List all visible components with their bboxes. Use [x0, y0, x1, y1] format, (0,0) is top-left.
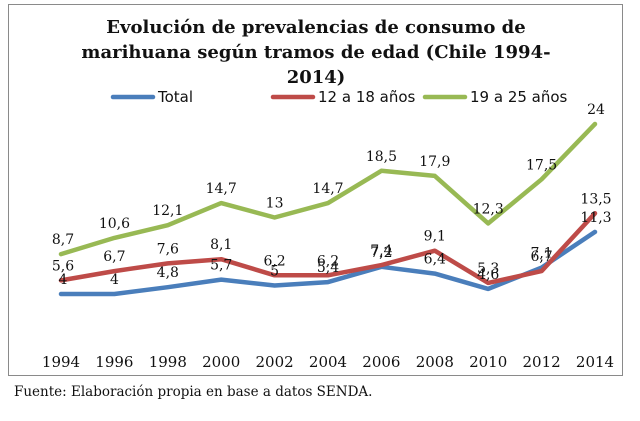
chart-legend: Total 12 a 18 años 19 a 25 años: [110, 88, 568, 106]
data-label: 8,7: [52, 232, 74, 248]
data-label: 12,1: [152, 203, 183, 219]
data-label: 12,3: [473, 201, 504, 217]
x-tick-label: 2004: [309, 353, 347, 371]
data-label: 6,7: [530, 249, 552, 265]
data-label: 11,3: [580, 210, 611, 226]
data-label: 7,6: [157, 241, 179, 257]
data-label: 5,3: [477, 261, 499, 277]
data-label: 4: [59, 272, 68, 288]
data-label: 5,4: [317, 260, 339, 276]
data-label: 6,2: [317, 253, 339, 269]
series-line: [58, 229, 598, 297]
data-label: 5,7: [210, 258, 232, 274]
data-label: 10,6: [99, 216, 130, 232]
data-label: 13: [266, 196, 284, 212]
data-label: 18,5: [366, 149, 397, 165]
plot-area: [58, 121, 598, 297]
data-label: 7,1: [530, 246, 552, 262]
chart-title: Evolución de prevalencias de consumo de m…: [81, 17, 550, 88]
chart-title-line: marihuana según tramos de edad (Chile 19…: [81, 42, 550, 63]
data-label: 14,7: [206, 181, 237, 197]
data-label: 4: [110, 272, 119, 288]
data-label: 6,4: [424, 252, 446, 268]
x-axis-ticks: 1994 1996 1998 2000 2002 2004 2006 2008 2010 2012…: [42, 353, 614, 371]
x-tick-label: 2002: [256, 353, 294, 371]
x-tick-label: 2008: [416, 353, 454, 371]
data-label: 4,6: [477, 267, 499, 283]
chart-title-line: Evolución de prevalencias de consumo de: [106, 17, 525, 38]
x-tick-label: 1994: [42, 353, 80, 371]
data-label: 6,2: [263, 253, 285, 269]
data-label: 17,5: [526, 157, 557, 173]
data-label: 7,4: [370, 243, 392, 259]
x-tick-label: 2010: [469, 353, 507, 371]
data-label: 17,9: [419, 154, 450, 170]
data-label: 5: [270, 264, 279, 280]
series-line: [58, 121, 598, 257]
chart-title-line: 2014): [287, 67, 346, 88]
legend-label: 12 a 18 años: [318, 88, 416, 106]
data-label: 9,1: [424, 229, 446, 245]
source-note: Fuente: Elaboración propia en base a dat…: [14, 384, 373, 400]
data-label: 4,8: [157, 265, 179, 281]
data-label: 5,6: [52, 258, 74, 274]
x-tick-label: 2006: [362, 353, 400, 371]
data-label: 7,2: [370, 245, 392, 261]
x-tick-label: 2014: [576, 353, 614, 371]
legend-label: 19 a 25 años: [470, 88, 568, 106]
x-tick-label: 2000: [202, 353, 240, 371]
series-line: [58, 211, 598, 286]
x-tick-label: 1996: [95, 353, 133, 371]
chart-frame: Evolución de prevalencias de consumo de m…: [8, 4, 623, 376]
x-tick-label: 1998: [149, 353, 187, 371]
data-label: 24: [587, 102, 605, 118]
data-label: 8,1: [210, 237, 232, 253]
data-labels: 4 4 4,8 5,7 5 5,4 7,2 6,4 4,6 7,1 11,3 5,6 6,7 7,6 8,1…: [52, 102, 612, 288]
legend-label: Total: [157, 88, 193, 106]
line-chart: Evolución de prevalencias de consumo de m…: [42, 17, 614, 371]
data-label: 6,7: [103, 249, 125, 265]
data-label: 13,5: [580, 191, 611, 207]
data-label: 14,7: [312, 181, 343, 197]
x-tick-label: 2012: [523, 353, 561, 371]
